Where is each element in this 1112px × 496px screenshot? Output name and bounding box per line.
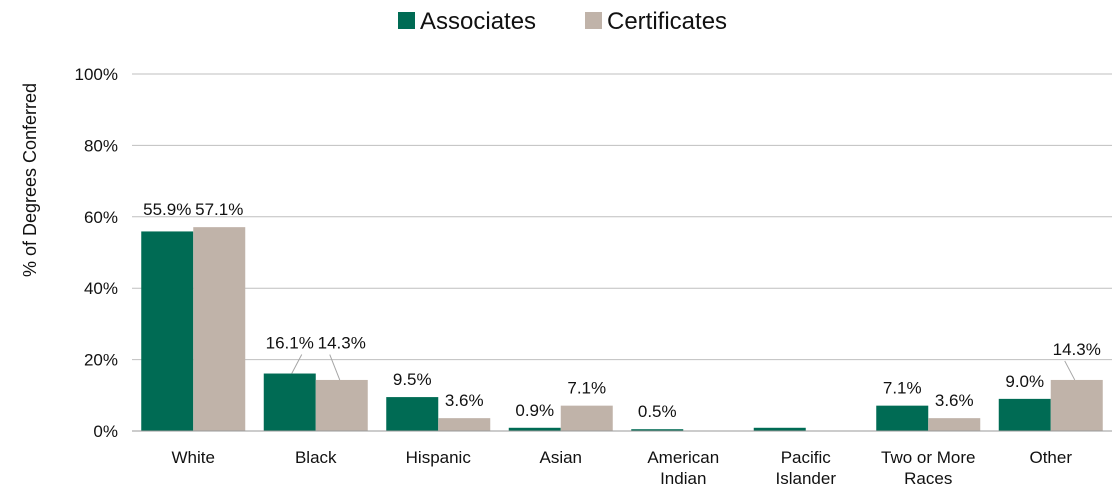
x-tick-label: Pacific Islander: [776, 448, 837, 488]
legend-label-certificates: Certificates: [607, 8, 727, 35]
data-label: 55.9%: [143, 200, 191, 219]
bar-certificates-6: [928, 418, 981, 431]
y-axis: 0% 20% 40% 60% 80% 100%: [75, 65, 118, 441]
bar-associates-6: [876, 405, 929, 431]
y-tick-label: 40%: [84, 279, 118, 298]
y-tick-label: 80%: [84, 136, 118, 155]
bar-certificates-7: [1050, 379, 1103, 431]
legend-swatch-certificates: [585, 12, 602, 29]
legend-swatch-associates: [398, 12, 415, 29]
x-tick-label: Other: [1029, 448, 1072, 467]
leader-line: [1064, 360, 1076, 381]
data-label: 14.3%: [1053, 340, 1101, 359]
data-label: 57.1%: [195, 200, 243, 219]
data-label: 16.1%: [266, 334, 314, 353]
x-tick-label: Black: [295, 448, 337, 467]
data-label: 14.3%: [318, 334, 366, 353]
y-tick-label: 0%: [93, 422, 118, 441]
legend: Associates Certificates: [398, 8, 727, 35]
bar-certificates-1: [315, 379, 368, 431]
bar-associates-5: [753, 427, 806, 431]
x-tick-label: American Indian: [647, 448, 719, 488]
data-label: 0.9%: [515, 401, 554, 420]
y-axis-title: % of Degrees Conferred: [20, 83, 40, 277]
legend-label-associates: Associates: [420, 8, 536, 35]
data-label: 0.5%: [638, 402, 677, 421]
x-tick-label: White: [172, 448, 215, 467]
bars: [141, 227, 1103, 431]
x-axis: White Black Hispanic Asian American Indian Pac…: [132, 430, 1112, 488]
data-labels: 55.9% 57.1%16.1% 14.3%9.5%3.6%0.9%7.1%0.5%…: [143, 200, 1101, 421]
bar-associates-3: [508, 427, 561, 431]
bar-associates-7: [998, 398, 1051, 431]
y-tick-label: 20%: [84, 351, 118, 370]
x-tick-label: Two or More Races: [881, 448, 975, 488]
bar-certificates-0: [193, 227, 246, 431]
data-label: 7.1%: [567, 379, 606, 398]
leader-line: [329, 354, 341, 381]
x-tick-label: Hispanic: [406, 448, 472, 467]
data-label: 3.6%: [935, 391, 974, 410]
bar-associates-0: [141, 231, 194, 431]
bar-associates-1: [263, 373, 316, 431]
bar-certificates-2: [438, 418, 491, 431]
y-tick-label: 60%: [84, 208, 118, 227]
data-label: 7.1%: [883, 379, 922, 398]
bar-associates-2: [386, 397, 439, 431]
bar-associates-4: [631, 429, 684, 431]
leader-line: [291, 354, 303, 374]
data-label: 3.6%: [445, 391, 484, 410]
bar-certificates-3: [560, 405, 613, 431]
y-tick-label: 100%: [75, 65, 118, 84]
data-label: 9.5%: [393, 370, 432, 389]
data-label: 9.0%: [1005, 372, 1044, 391]
x-tick-label: Asian: [539, 448, 582, 467]
leader-lines: [291, 354, 1076, 381]
